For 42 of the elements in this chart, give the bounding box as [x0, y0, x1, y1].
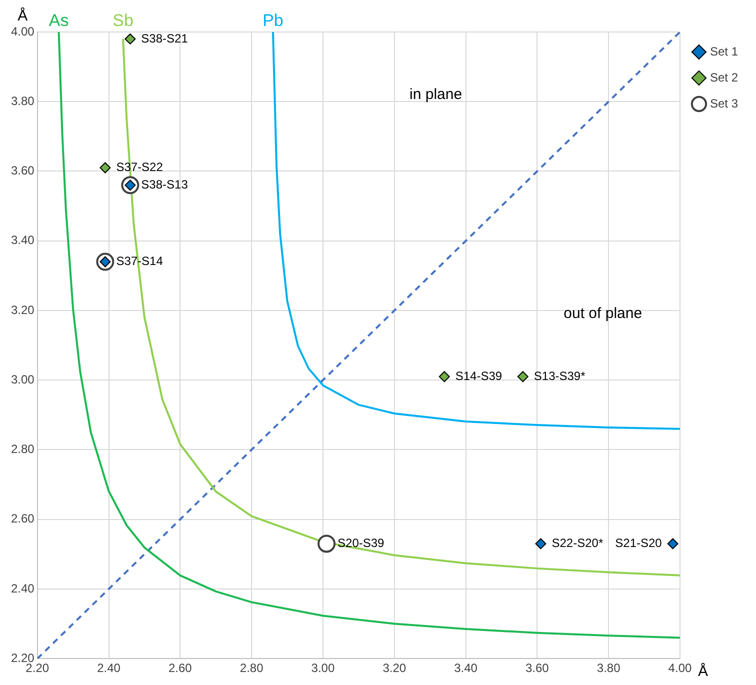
legend-label: Set 3	[710, 96, 738, 110]
point	[318, 534, 336, 553]
legend-label: Set 1	[710, 44, 738, 58]
legend-label: Set 2	[710, 70, 738, 84]
annotation: S22-S20*	[552, 536, 604, 550]
y-tick-label: 3.60	[10, 164, 35, 178]
point	[535, 538, 546, 550]
y-tick-label: 4.00	[10, 24, 35, 38]
x-tick-label: 2.40	[97, 661, 121, 676]
x-tick-label: 3.20	[382, 661, 406, 676]
y-tick-label: 2.60	[10, 512, 35, 526]
y-tick-label: 3.80	[10, 94, 35, 108]
series-label: Pb	[262, 11, 284, 30]
series-label: As	[48, 11, 69, 30]
x-tick-label: 3.00	[311, 661, 335, 676]
x-tick-label: 3.60	[525, 661, 550, 676]
point	[100, 162, 111, 174]
y-tick-label: 2.80	[10, 442, 35, 456]
y-tick-label: 3.00	[10, 372, 35, 386]
y-tick-label: 3.40	[10, 233, 35, 248]
series-label: Sb	[112, 11, 134, 30]
x-tick-label: 2.80	[240, 661, 264, 676]
annotation: S14-S39	[455, 368, 502, 383]
annotation: S13-S39*	[534, 368, 586, 383]
point	[124, 33, 136, 44]
point	[667, 538, 678, 550]
x-tick-label: 3.40	[454, 661, 478, 676]
point	[438, 371, 450, 382]
annotation: out of plane	[564, 305, 642, 322]
x-tick-label: 2.60	[168, 661, 192, 676]
x-tick-label: 3.80	[596, 661, 621, 676]
point	[517, 371, 528, 382]
annotation: in plane	[410, 86, 462, 103]
y-axis-title: Å	[18, 6, 28, 25]
y-tick-label: 2.40	[10, 581, 35, 596]
y-tick-label: 3.20	[10, 302, 35, 317]
annotation: S38-S21	[141, 31, 188, 46]
annotation: S21-S20	[615, 536, 662, 550]
x-axis-title: Å	[698, 662, 708, 680]
annotation: S38-S13	[141, 177, 188, 192]
x-tick-label: 4.00	[668, 661, 692, 676]
annotation: S20-S39	[338, 536, 385, 550]
